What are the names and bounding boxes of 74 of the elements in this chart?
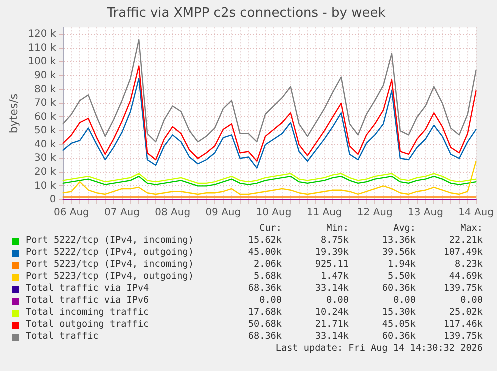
text: 60.36k xyxy=(382,331,416,343)
text: 0.00 xyxy=(260,295,282,307)
chart-title: Traffic via XMPP c2s connections - by week xyxy=(106,6,386,22)
y-tick-label: 50 k xyxy=(34,126,56,137)
text: 1.47k xyxy=(321,271,349,283)
text: 15.62k xyxy=(248,235,282,247)
x-tick-label: 13 Aug xyxy=(408,208,444,219)
legend-label: Port 5222/tcp (IPv4, incoming) xyxy=(26,235,194,247)
text: 68.36k xyxy=(248,283,282,295)
text: 1.94k xyxy=(388,259,416,271)
text: 117.46k xyxy=(444,319,483,331)
legend-label: Port 5223/tcp (IPv4, outgoing) xyxy=(26,271,194,283)
text: 2.06k xyxy=(254,259,282,271)
legend-label: Total traffic xyxy=(26,331,99,343)
text: 45.05k xyxy=(382,319,416,331)
text: 107.49k xyxy=(444,247,483,259)
text: 44.69k xyxy=(449,271,483,283)
text: 39.56k xyxy=(382,247,416,259)
x-tick-label: 09 Aug xyxy=(206,208,242,219)
text: 60.36k xyxy=(382,283,416,295)
text: 21.71k xyxy=(315,319,349,331)
text: 15.30k xyxy=(382,307,416,319)
y-tick-label: 70 k xyxy=(34,98,56,110)
x-tick-label: 14 Aug xyxy=(458,208,494,219)
text: 8.75k xyxy=(321,235,349,247)
text: 50.68k xyxy=(248,319,282,331)
legend-label: Port 5222/tcp (IPv4, outgoing) xyxy=(26,247,194,259)
text: Last update: Fri Aug 14 14:30:32 2026 xyxy=(276,343,483,355)
text: 0.00 xyxy=(326,295,349,307)
legend-label: Port 5223/tcp (IPv4, incoming) xyxy=(26,259,194,271)
text: 0.00 xyxy=(460,295,483,307)
y-tick-label: 120 k xyxy=(28,29,56,40)
text: 8.23k xyxy=(455,259,483,271)
text: Max: xyxy=(460,223,483,235)
legend-label: Total traffic via IPv4 xyxy=(26,283,150,295)
y-tick-label: 90 k xyxy=(34,70,56,82)
y-tick-label: 0 xyxy=(50,194,56,206)
text: 139.75k xyxy=(444,283,483,295)
text: 25.02k xyxy=(449,307,483,319)
text: 22.21k xyxy=(449,235,483,247)
legend-label: Total incoming traffic xyxy=(26,307,150,319)
text: 33.14k xyxy=(315,331,349,343)
x-tick-label: 11 Aug xyxy=(306,208,342,219)
y-tick-label: 80 k xyxy=(34,84,56,96)
text: 0.00 xyxy=(394,295,416,307)
legend-label: Total outgoing traffic xyxy=(26,319,150,331)
x-tick-label: 10 Aug xyxy=(256,208,292,219)
legend-label: Total traffic via IPv6 xyxy=(26,295,150,307)
text: 17.68k xyxy=(248,307,282,319)
y-tick-label: 20 k xyxy=(34,167,56,178)
text: 10.24k xyxy=(315,307,349,319)
text: 33.14k xyxy=(315,283,349,295)
y-tick-label: 10 k xyxy=(34,180,56,192)
x-tick-label: 06 Aug xyxy=(54,208,90,219)
text: 5.68k xyxy=(254,271,282,283)
text: Avg: xyxy=(394,223,416,235)
text: 139.75k xyxy=(444,331,483,343)
text: 13.36k xyxy=(382,235,416,247)
text: 68.36k xyxy=(248,331,282,343)
text: 19.39k xyxy=(315,247,349,259)
y-axis-title: bytes/s xyxy=(7,94,20,134)
x-tick-label: 12 Aug xyxy=(357,208,393,219)
text: Cur: xyxy=(260,223,282,235)
y-tick-label: 110 k xyxy=(28,42,56,54)
text: 925.11 xyxy=(315,259,349,271)
y-tick-label: 40 k xyxy=(34,139,56,150)
text: 5.50k xyxy=(388,271,416,283)
x-tick-label: 08 Aug xyxy=(155,208,191,219)
text: Min: xyxy=(326,223,349,235)
x-tick-label: 07 Aug xyxy=(104,208,140,219)
y-tick-label: 60 k xyxy=(34,112,56,123)
y-tick-label: 30 k xyxy=(34,153,56,164)
text: 45.00k xyxy=(248,247,282,259)
y-tick-label: 100 k xyxy=(28,56,56,68)
